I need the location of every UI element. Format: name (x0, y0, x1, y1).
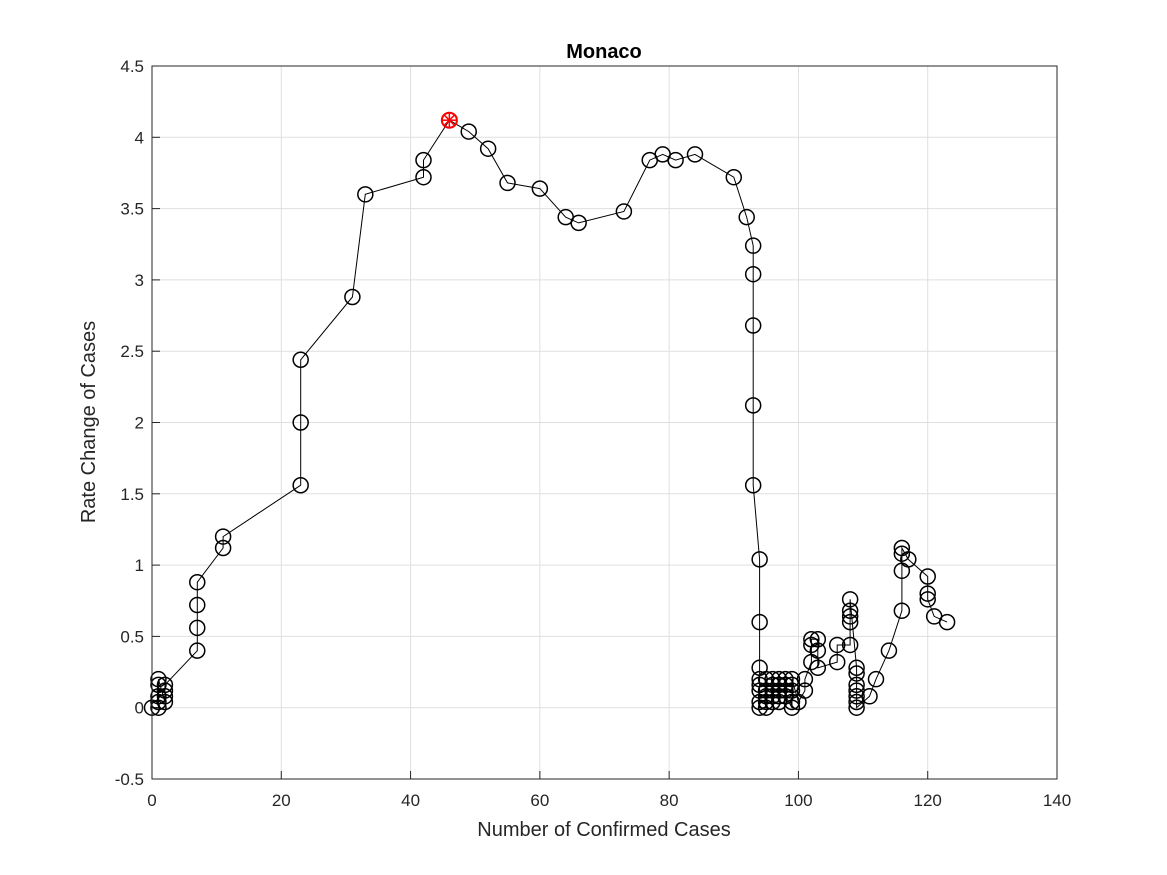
data-point (828, 636, 846, 654)
data-point (841, 613, 859, 631)
x-tick-label: 0 (147, 791, 156, 810)
data-point (848, 659, 865, 677)
y-tick-label: 0 (135, 699, 144, 718)
data-point (156, 688, 174, 705)
y-tick-label: 4.5 (120, 57, 144, 76)
data-point (214, 539, 232, 557)
series-line (152, 119, 948, 710)
data-point (783, 693, 801, 711)
y-tick-label: 3 (135, 271, 144, 290)
data-point (615, 203, 633, 220)
y-tick-label: 3.5 (120, 200, 144, 219)
data-point (686, 146, 704, 163)
y-tick-label: 2.5 (120, 342, 144, 361)
data-point (570, 214, 587, 232)
data-point (841, 602, 859, 619)
data-point (156, 676, 174, 694)
data-point (725, 168, 743, 186)
data-point (189, 596, 206, 614)
x-tick-label: 60 (530, 791, 549, 810)
data-point (189, 573, 206, 591)
data-point (919, 585, 936, 602)
data-point (783, 670, 801, 688)
data-point (744, 476, 762, 494)
data-point (751, 613, 768, 631)
highlight-marker (440, 111, 458, 129)
data-point (803, 636, 820, 654)
data-point (344, 288, 361, 306)
y-tick-label: 2 (135, 414, 144, 433)
data-point (796, 682, 814, 699)
data-point (796, 670, 814, 688)
data-point (880, 642, 898, 659)
data-point (214, 528, 232, 545)
plot-box (151, 65, 1058, 780)
data-point (531, 180, 549, 197)
data-point (893, 545, 911, 562)
data-point (861, 688, 878, 705)
data-point (777, 676, 794, 694)
x-tick-label: 100 (784, 791, 812, 810)
data-point (667, 151, 684, 169)
data-point (189, 642, 206, 659)
data-point (744, 397, 762, 414)
data-point (841, 591, 859, 608)
highlight-cross (443, 114, 455, 126)
y-axis: -0.5 0 0.5 1 1.5 2 2.5 3 3.5 4 4.5 (115, 57, 160, 789)
y-tick-label: 1 (135, 556, 144, 575)
y-tick-label: 4 (135, 128, 144, 147)
highlight-circle (440, 111, 458, 129)
data-point (841, 636, 859, 654)
data-point (744, 237, 762, 254)
data-point (848, 688, 865, 705)
data-point (828, 653, 846, 671)
chart-title: Monaco (566, 41, 642, 63)
x-axis-label: Number of Confirmed Cases (477, 819, 730, 841)
data-point (292, 351, 309, 369)
x-tick-label: 140 (1043, 791, 1071, 810)
data-point (841, 608, 859, 625)
data-point (460, 123, 477, 140)
data-point (189, 619, 206, 637)
data-point (919, 568, 936, 585)
y-tick-label: -0.5 (115, 770, 144, 789)
data-point (744, 265, 762, 283)
data-point (415, 168, 432, 186)
data-point (156, 682, 174, 699)
x-tick-label: 40 (401, 791, 420, 810)
data-point (499, 174, 516, 192)
data-point (357, 186, 374, 203)
data-point (809, 631, 827, 648)
data-point (900, 551, 917, 568)
data-point (848, 665, 865, 682)
data-point (292, 414, 309, 431)
y-axis-label: Rate Change of Cases (78, 321, 100, 523)
data-point (809, 659, 827, 677)
data-point (893, 602, 911, 619)
data-point (292, 476, 309, 494)
data-point (738, 208, 755, 226)
data-point (415, 151, 432, 169)
data-point (919, 591, 936, 608)
data-point (751, 551, 768, 568)
data-point (156, 693, 174, 711)
x-tick-label: 120 (914, 791, 942, 810)
y-tick-label: 1.5 (120, 485, 144, 504)
y-tick-label: 0.5 (120, 627, 144, 646)
data-point (744, 317, 762, 334)
x-tick-label: 20 (272, 791, 291, 810)
data-point (848, 676, 865, 694)
data-point (867, 670, 885, 688)
series-markers (143, 111, 956, 716)
data-point (938, 613, 956, 631)
data-point (783, 699, 801, 716)
x-tick-label: 80 (660, 791, 679, 810)
data-point (848, 699, 865, 716)
data-point (479, 140, 497, 157)
data-point (809, 642, 827, 659)
